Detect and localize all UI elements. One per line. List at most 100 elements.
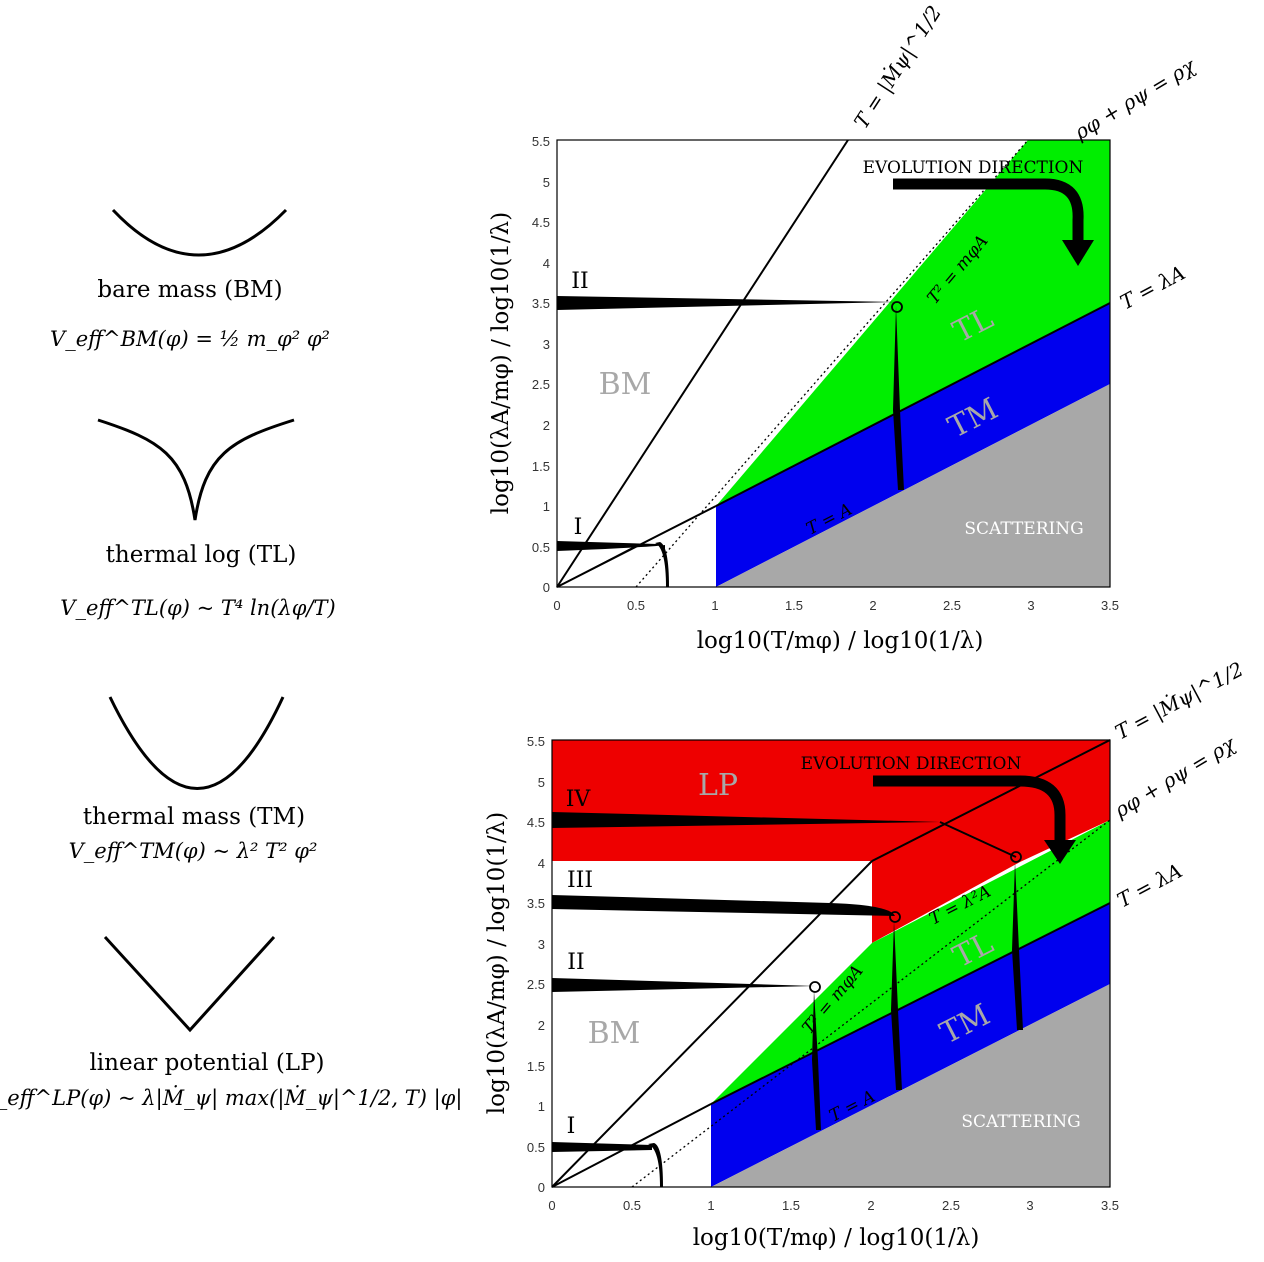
top-x-tick-6: 3 xyxy=(1027,598,1034,613)
top-traj-II-band xyxy=(557,296,897,310)
bottom-y-ticks: 0 0.5 1 1.5 2 2.5 3 3.5 4 4.5 5 5.5 xyxy=(527,734,545,1195)
bm-formula: V_eff^BM(φ) = ½ m_φ² φ² xyxy=(50,327,330,351)
tm-potential-curve-icon xyxy=(108,696,285,790)
bottom-x-tick-6: 3 xyxy=(1026,1198,1033,1213)
bottom-y-tick-6: 3 xyxy=(538,937,545,952)
bottom-y-tick-7: 3.5 xyxy=(527,896,545,911)
top-x-ticks: 0 0.5 1 1.5 2 2.5 3 3.5 xyxy=(553,598,1119,613)
bottom-label-bm: BM xyxy=(588,1016,641,1051)
bottom-region-tl xyxy=(711,820,1110,1104)
top-y-tick-11: 5.5 xyxy=(532,134,550,149)
bottom-traj-IV-bend xyxy=(939,821,1017,858)
top-y-tick-10: 5 xyxy=(543,175,550,190)
potential-bm: bare mass (BM) V_eff^BM(φ) = ½ m_φ² φ² xyxy=(50,208,330,351)
potential-tl: thermal log (TL) V_eff^TL(φ) ~ T⁴ ln(λφ/… xyxy=(60,418,336,620)
top-y-tick-3: 1.5 xyxy=(532,459,550,474)
top-x-tick-5: 2.5 xyxy=(943,598,961,613)
lp-potential-curve-icon xyxy=(103,935,276,1033)
top-y-tick-4: 2 xyxy=(543,418,550,433)
top-label-scattering: SCATTERING xyxy=(964,519,1083,539)
top-traj-I-band xyxy=(557,541,665,552)
bottom-traj-I-drop xyxy=(648,1143,663,1187)
bottom-plot-frame xyxy=(551,739,1111,1188)
bottom-label-I: I xyxy=(567,1114,576,1139)
evolution-arrowhead-icon xyxy=(1044,840,1076,864)
top-label-Mdot: T = |Ṁψ|^1/2 xyxy=(849,1,947,133)
bottom-y-tick-11: 5.5 xyxy=(527,734,545,749)
bottom-y-tick-10: 5 xyxy=(538,775,545,790)
top-line-lambdaA xyxy=(715,302,1111,507)
tm-formula: V_eff^TM(φ) ~ λ² T² φ² xyxy=(69,839,318,863)
top-x-tick-4: 2 xyxy=(869,598,876,613)
top-y-tick-2: 1 xyxy=(543,499,550,514)
top-x-tick-3: 1.5 xyxy=(785,598,803,613)
bottom-y-tick-2: 1 xyxy=(538,1099,545,1114)
top-evolution-arrow: EVOLUTION DIRECTION xyxy=(863,158,1094,266)
bottom-traj-IV-band xyxy=(552,812,940,828)
bottom-line-Mdot-upper xyxy=(871,739,1111,862)
top-y-tick-9: 4.5 xyxy=(532,215,550,230)
bottom-y-tick-9: 4.5 xyxy=(527,815,545,830)
top-x-tick-7: 3.5 xyxy=(1101,598,1119,613)
bottom-region-lp xyxy=(552,740,1110,943)
top-xlabel: log10(T/mφ) / log10(1/λ) xyxy=(697,628,984,654)
tl-formula: V_eff^TL(φ) ~ T⁴ ln(λφ/T) xyxy=(60,596,335,620)
evolution-arrowhead-icon xyxy=(1062,240,1094,266)
bottom-y-tick-5: 2.5 xyxy=(527,977,545,992)
bottom-y-tick-4: 2 xyxy=(538,1018,545,1033)
top-label-bm: BM xyxy=(599,367,652,402)
bottom-evolution-label: EVOLUTION DIRECTION xyxy=(801,754,1022,774)
bottom-xlabel: log10(T/mφ) / log10(1/λ) xyxy=(693,1225,980,1251)
bottom-traj-II-band xyxy=(552,978,815,992)
bottom-regions xyxy=(552,740,1110,1187)
bottom-line-rho xyxy=(631,819,1111,1188)
top-x-tick-1: 0.5 xyxy=(627,598,645,613)
top-label-I: I xyxy=(574,515,583,540)
top-label-lambdaA: T = λA xyxy=(1116,260,1189,314)
top-traj-II-drop xyxy=(893,306,904,490)
bottom-label-scattering: SCATTERING xyxy=(961,1112,1080,1132)
bottom-evolution-arrow: EVOLUTION DIRECTION xyxy=(801,754,1076,864)
top-traj-I-drop xyxy=(655,542,669,587)
bottom-label-lambdaA: T = λA xyxy=(1113,858,1186,912)
top-line-rho xyxy=(635,139,1029,588)
bottom-traj-III-drop xyxy=(891,921,902,1090)
bottom-traj-II-endpoint xyxy=(809,981,821,993)
bottom-traj-III-band xyxy=(552,895,895,916)
bottom-x-tick-0: 0 xyxy=(548,1198,555,1213)
bottom-region-tm xyxy=(711,903,1110,1187)
top-y-tick-1: 0.5 xyxy=(532,540,550,555)
top-region-tm xyxy=(716,303,1110,587)
potential-lp: linear potential (LP) V_eff^LP(φ) ~ λ|Ṁ_… xyxy=(0,935,462,1111)
bottom-x-tick-4: 2 xyxy=(867,1198,874,1213)
top-y-tick-5: 2.5 xyxy=(532,377,550,392)
top-line-low-steep xyxy=(556,545,637,588)
bottom-label-IV: IV xyxy=(566,787,592,812)
bottom-label-Mdot: T = |Ṁψ|^1/2 xyxy=(1111,657,1248,745)
top-line-Mdot xyxy=(556,139,849,588)
tl-potential-curve-icon xyxy=(97,418,295,521)
evolution-arrow-icon xyxy=(893,178,1084,240)
top-x-tick-0: 0 xyxy=(553,598,560,613)
top-lines xyxy=(556,139,1111,588)
bottom-x-ticks: 0 0.5 1 1.5 2 2.5 3 3.5 xyxy=(548,1198,1119,1213)
bottom-traj-II-drop xyxy=(812,990,821,1130)
bottom-line-Mdot xyxy=(551,860,873,1188)
bottom-y-tick-1: 0.5 xyxy=(527,1140,545,1155)
evolution-arrow-icon xyxy=(873,775,1066,840)
bottom-traj-IV-endpoint xyxy=(1010,851,1022,863)
top-y-ticks: 0 0.5 1 1.5 2 2.5 3 3.5 4 4.5 5 5.5 xyxy=(532,134,550,595)
bottom-label-rho: ρφ + ρψ = ρχ xyxy=(1109,731,1240,823)
bottom-y-tick-0: 0 xyxy=(538,1180,545,1195)
bottom-label-II: II xyxy=(567,950,584,975)
bottom-y-tick-8: 4 xyxy=(538,856,545,871)
bottom-trajectories xyxy=(552,812,1023,1187)
bottom-x-tick-5: 2.5 xyxy=(942,1198,960,1213)
bottom-x-tick-2: 1 xyxy=(707,1198,714,1213)
top-region-tl xyxy=(716,140,1110,506)
top-label-rho: ρφ + ρψ = ρχ xyxy=(1069,53,1200,145)
tl-label: thermal log (TL) xyxy=(106,542,297,568)
lp-label: linear potential (LP) xyxy=(89,1050,324,1076)
bottom-traj-I-band xyxy=(552,1142,652,1152)
